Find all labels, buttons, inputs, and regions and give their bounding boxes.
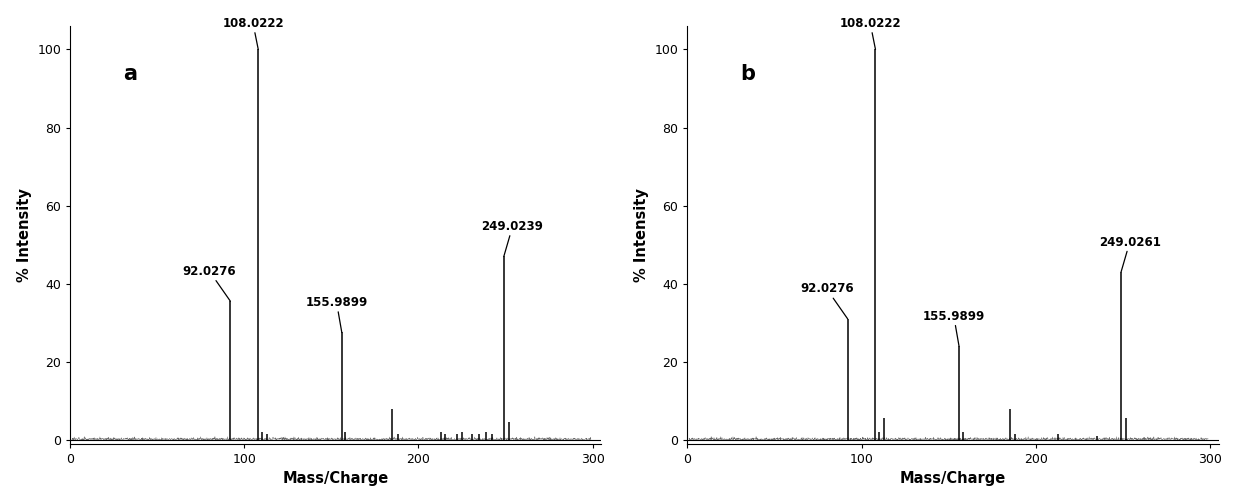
- Text: 249.0239: 249.0239: [481, 220, 543, 257]
- Text: b: b: [740, 64, 755, 83]
- Text: 155.9899: 155.9899: [923, 310, 985, 346]
- Text: 108.0222: 108.0222: [222, 17, 284, 49]
- Text: 92.0276: 92.0276: [182, 265, 237, 301]
- X-axis label: Mass/Charge: Mass/Charge: [900, 471, 1006, 486]
- Y-axis label: % Intensity: % Intensity: [634, 188, 649, 282]
- Text: 92.0276: 92.0276: [800, 282, 853, 319]
- X-axis label: Mass/Charge: Mass/Charge: [283, 471, 389, 486]
- Text: 249.0261: 249.0261: [1099, 235, 1161, 272]
- Text: 155.9899: 155.9899: [305, 296, 368, 332]
- Y-axis label: % Intensity: % Intensity: [16, 188, 32, 282]
- Text: a: a: [123, 64, 138, 83]
- Text: 108.0222: 108.0222: [839, 17, 901, 49]
